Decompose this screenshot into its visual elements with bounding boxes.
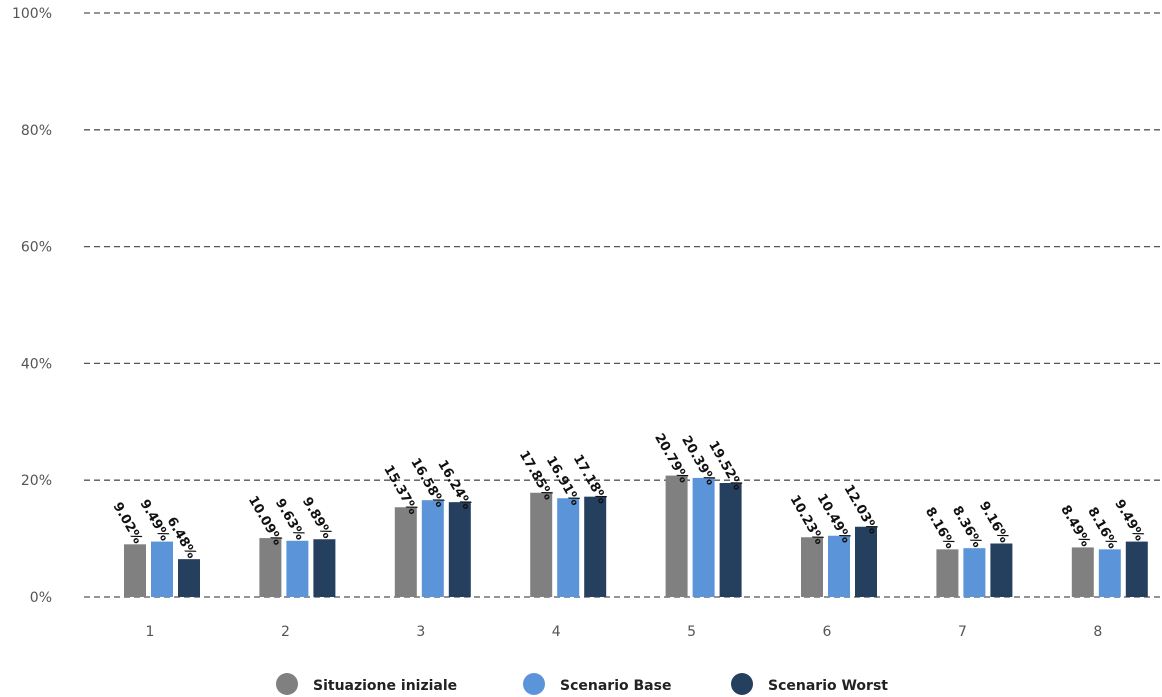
y-tick-label: 0% bbox=[30, 590, 52, 606]
bar bbox=[259, 538, 282, 597]
bar bbox=[719, 483, 742, 597]
bar bbox=[1098, 549, 1121, 597]
legend-label: Scenario Worst bbox=[768, 678, 888, 694]
x-tick-label: 6 bbox=[823, 624, 832, 640]
grid-lines bbox=[84, 12, 1162, 598]
legend-marker bbox=[731, 673, 753, 695]
legend-marker bbox=[523, 673, 545, 695]
bar bbox=[990, 543, 1013, 597]
legend-label: Scenario Base bbox=[560, 678, 671, 694]
legend: Situazione iniziale Scenario Base Scenario… bbox=[276, 673, 888, 695]
bar bbox=[1125, 541, 1148, 597]
x-axis-ticks: 1 2 3 4 5 6 7 8 bbox=[146, 624, 1103, 640]
bar bbox=[286, 540, 309, 597]
bar bbox=[665, 475, 688, 597]
bar bbox=[828, 535, 850, 597]
bar bbox=[151, 541, 173, 597]
legend-marker bbox=[276, 673, 298, 695]
bar bbox=[801, 537, 823, 597]
x-tick-label: 1 bbox=[146, 624, 155, 640]
y-tick-label: 100% bbox=[12, 6, 52, 22]
bar bbox=[963, 548, 986, 597]
bar bbox=[692, 477, 715, 597]
bars bbox=[124, 475, 1148, 597]
data-label: 8.16% bbox=[1084, 505, 1120, 552]
bar bbox=[448, 502, 471, 597]
bar bbox=[530, 492, 553, 597]
bar bbox=[421, 500, 444, 597]
x-tick-label: 7 bbox=[958, 624, 967, 640]
bar bbox=[313, 539, 336, 597]
y-tick-label: 40% bbox=[21, 356, 52, 372]
x-tick-label: 2 bbox=[281, 624, 290, 640]
bar bbox=[124, 544, 146, 597]
bar bbox=[178, 559, 200, 597]
y-tick-label: 20% bbox=[21, 473, 52, 489]
legend-label: Situazione iniziale bbox=[313, 678, 457, 694]
x-tick-label: 8 bbox=[1093, 624, 1102, 640]
bar bbox=[557, 498, 580, 597]
y-tick-label: 80% bbox=[21, 123, 52, 139]
bar bbox=[855, 526, 877, 597]
x-tick-label: 5 bbox=[687, 624, 696, 640]
x-tick-label: 4 bbox=[552, 624, 561, 640]
bar bbox=[936, 549, 959, 597]
bar bbox=[584, 496, 607, 597]
y-tick-label: 60% bbox=[21, 240, 52, 256]
bar bbox=[394, 507, 417, 597]
x-tick-label: 3 bbox=[416, 624, 425, 640]
y-axis-ticks: 0% 20% 40% 60% 80% 100% bbox=[12, 6, 52, 606]
bar bbox=[1071, 547, 1094, 597]
